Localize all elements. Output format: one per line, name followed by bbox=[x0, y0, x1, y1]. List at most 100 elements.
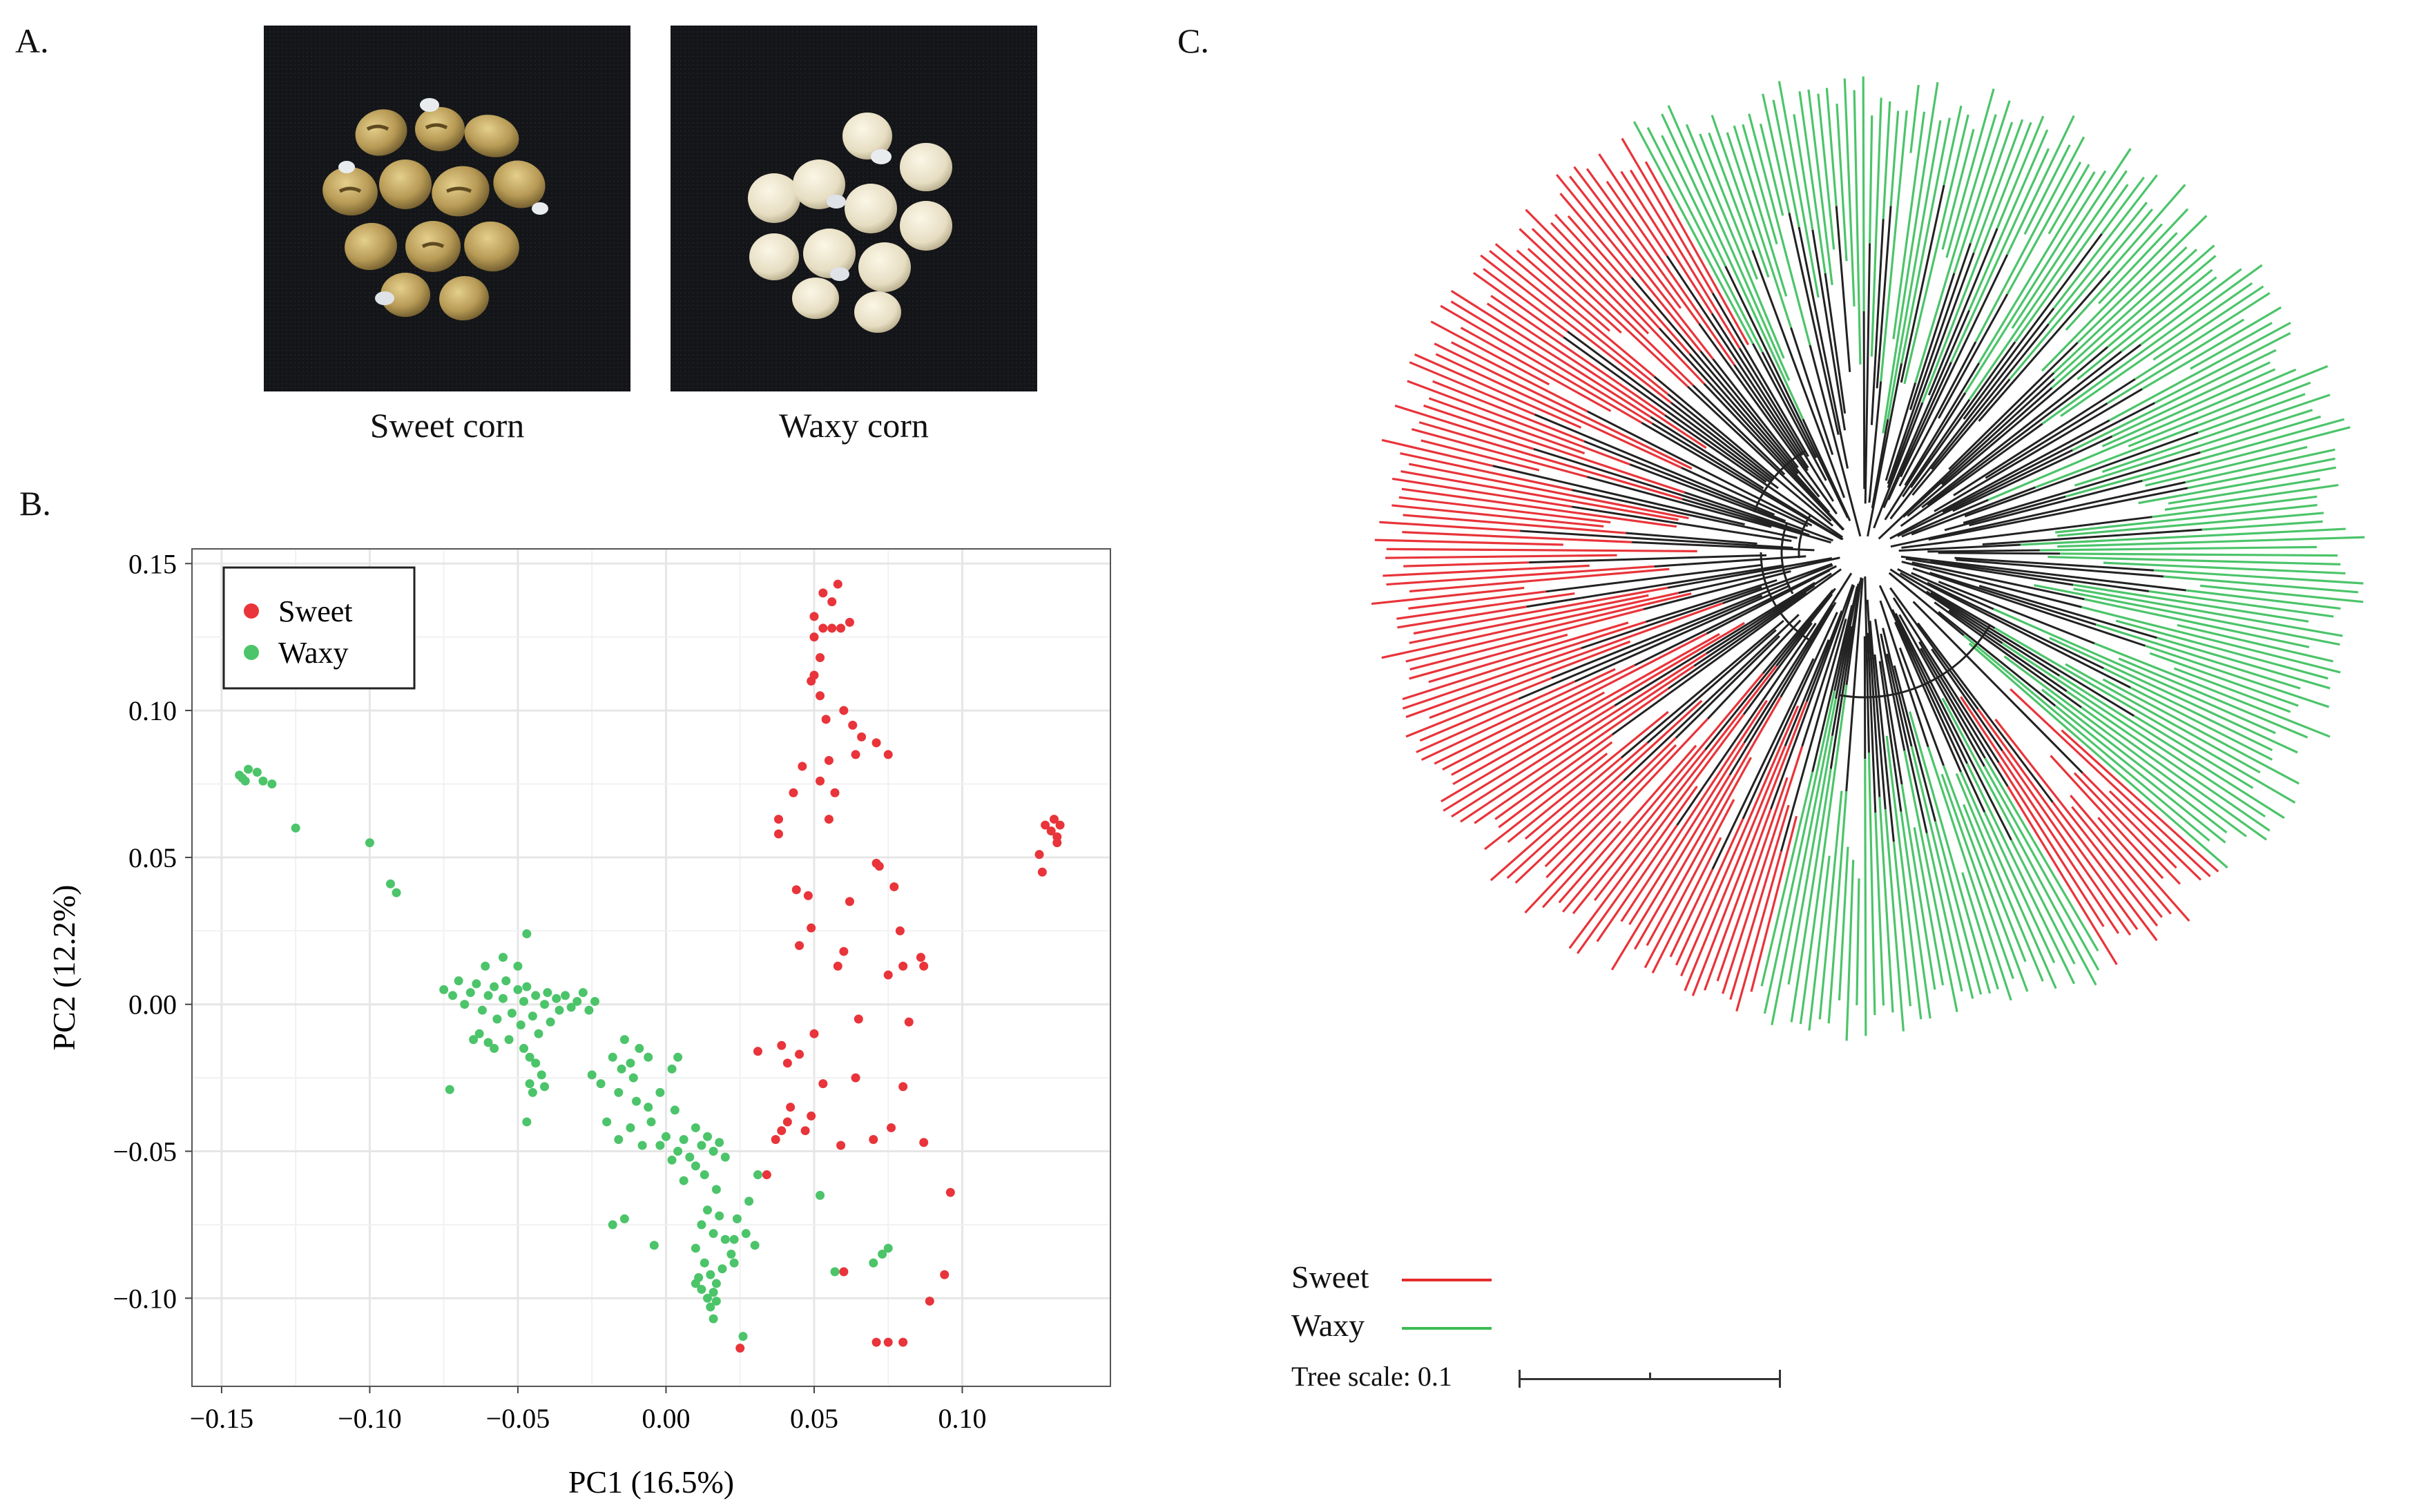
tree-arc bbox=[1753, 449, 1806, 513]
waxy-point bbox=[504, 1035, 514, 1045]
waxy-leaf-branch bbox=[1798, 91, 1827, 273]
sweet-leaf-branch bbox=[1735, 851, 1782, 1012]
sweet-leaf-branch bbox=[1484, 753, 1608, 851]
waxy-point bbox=[673, 1052, 683, 1062]
waxy-point bbox=[528, 1011, 537, 1021]
waxy-point bbox=[661, 1132, 671, 1141]
internal-branch bbox=[1912, 601, 2083, 774]
sweet-point bbox=[786, 1103, 796, 1112]
waxy-leaf-branch bbox=[2041, 264, 2263, 425]
internal-branch bbox=[1654, 555, 1806, 568]
waxy-leaf-branch bbox=[1993, 608, 2276, 735]
waxy-leaf-branch bbox=[2023, 144, 2071, 235]
waxy-leaf-branch bbox=[2177, 623, 2333, 663]
waxy-point bbox=[691, 1123, 700, 1132]
waxy-point bbox=[546, 1017, 555, 1027]
sweet-point bbox=[887, 1123, 896, 1132]
internal-branch bbox=[1940, 387, 2053, 485]
internal-branch bbox=[1780, 618, 1847, 852]
waxy-point bbox=[483, 1038, 493, 1047]
sweet-leaf-branch bbox=[1414, 353, 1582, 429]
waxy-leaf-branch bbox=[1994, 627, 2296, 804]
sweet-leaf-branch bbox=[1486, 302, 1707, 449]
waxy-leaf-branch bbox=[1914, 114, 1997, 383]
waxy-point bbox=[516, 1020, 526, 1029]
sweet-point bbox=[919, 961, 929, 971]
sweet-point bbox=[1052, 838, 1062, 848]
internal-branch bbox=[1893, 665, 1937, 822]
sweet-leaf-branch bbox=[1402, 621, 1646, 701]
internal-branch bbox=[1927, 581, 2104, 670]
waxy-leaf-branch bbox=[1900, 784, 1936, 990]
waxy-leaf-branch bbox=[2148, 590, 2334, 618]
sweet-leaf-branch bbox=[1409, 361, 1536, 416]
internal-branch bbox=[1811, 229, 1847, 431]
waxy-leaf-branch bbox=[1762, 93, 1791, 213]
waxy-leaf-branch bbox=[2077, 215, 2208, 344]
internal-branch bbox=[1659, 327, 1845, 531]
internal-branch bbox=[1784, 639, 1830, 747]
sweet-leaf-branch bbox=[1524, 757, 1622, 840]
internal-branch bbox=[1571, 489, 1798, 539]
sweet-point bbox=[845, 617, 854, 627]
waxy-point bbox=[561, 991, 570, 1000]
waxy-leaf-branch bbox=[1874, 813, 1885, 1006]
waxy-point bbox=[540, 1000, 550, 1009]
internal-branch bbox=[1927, 344, 2141, 506]
waxy-point bbox=[614, 1134, 624, 1144]
waxy-point bbox=[240, 776, 250, 786]
sweet-leaf-branch bbox=[2061, 729, 2219, 873]
internal-branch bbox=[1682, 498, 1831, 544]
sweet-leaf-branch bbox=[1440, 304, 1643, 424]
internal-branch bbox=[1675, 635, 1780, 739]
waxy-leaf-branch bbox=[1760, 771, 1814, 987]
waxy-leaf-branch bbox=[1950, 148, 2050, 363]
sweet-point bbox=[851, 1073, 860, 1083]
sweet-point bbox=[1049, 815, 1059, 824]
waxy-leaf-branch bbox=[2053, 246, 2188, 374]
waxy-point bbox=[709, 1288, 718, 1297]
internal-branch bbox=[1931, 648, 2003, 752]
sweet-leaf-branch bbox=[1994, 718, 2159, 927]
waxy-leaf-branch bbox=[2173, 667, 2291, 713]
waxy-leaf-branch bbox=[1963, 804, 2027, 962]
internal-branch bbox=[1801, 585, 1856, 747]
internal-branch bbox=[1666, 255, 1809, 469]
waxy-point bbox=[655, 1087, 665, 1097]
internal-branch bbox=[1952, 435, 2113, 512]
internal-branch bbox=[1948, 342, 2079, 470]
waxy-point bbox=[531, 991, 541, 1000]
pca-points bbox=[235, 579, 1065, 1353]
sweet-point bbox=[904, 1017, 914, 1027]
sweet-leaf-branch bbox=[1418, 421, 1683, 501]
internal-branch bbox=[1676, 622, 1817, 826]
sweet-leaf-branch bbox=[1429, 640, 1631, 719]
waxy-leaf-branch bbox=[2081, 605, 2341, 674]
internal-branch bbox=[1887, 252, 1975, 488]
sweet-point bbox=[869, 1134, 878, 1144]
waxy-leaf-branch bbox=[1983, 766, 2100, 971]
sweet-leaf-branch bbox=[1596, 824, 1678, 942]
sweet-point bbox=[895, 926, 905, 936]
waxy-point bbox=[587, 1070, 597, 1080]
waxy-point bbox=[474, 1029, 484, 1038]
sweet-point bbox=[827, 597, 837, 607]
waxy-point bbox=[717, 1264, 727, 1274]
sweet-leaf-branch bbox=[1577, 785, 1698, 954]
sweet-point bbox=[851, 750, 860, 759]
waxy-leaf-branch bbox=[2065, 418, 2345, 498]
waxy-leaf-branch bbox=[1927, 746, 2012, 1001]
sweet-leaf-branch bbox=[1977, 708, 2139, 931]
sweet-leaf-branch bbox=[1394, 405, 1534, 450]
waxy-leaf-branch bbox=[1661, 113, 1804, 420]
internal-branch bbox=[1664, 414, 1843, 539]
waxy-point bbox=[667, 1155, 677, 1165]
pca-ticks: −0.15 −0.10 −0.05 0.00 0.05 0.10 −0.10 −0.05 0.0… bbox=[113, 548, 986, 1434]
internal-branch bbox=[1869, 621, 1887, 810]
waxy-leaf-branch bbox=[2145, 644, 2330, 708]
waxy-leaf-branch bbox=[1968, 642, 2228, 869]
waxy-leaf-branch bbox=[1960, 771, 2057, 989]
waxy-point bbox=[830, 1267, 840, 1277]
internal-branch bbox=[1788, 212, 1840, 435]
waxy-leaf-branch bbox=[1943, 105, 1963, 186]
